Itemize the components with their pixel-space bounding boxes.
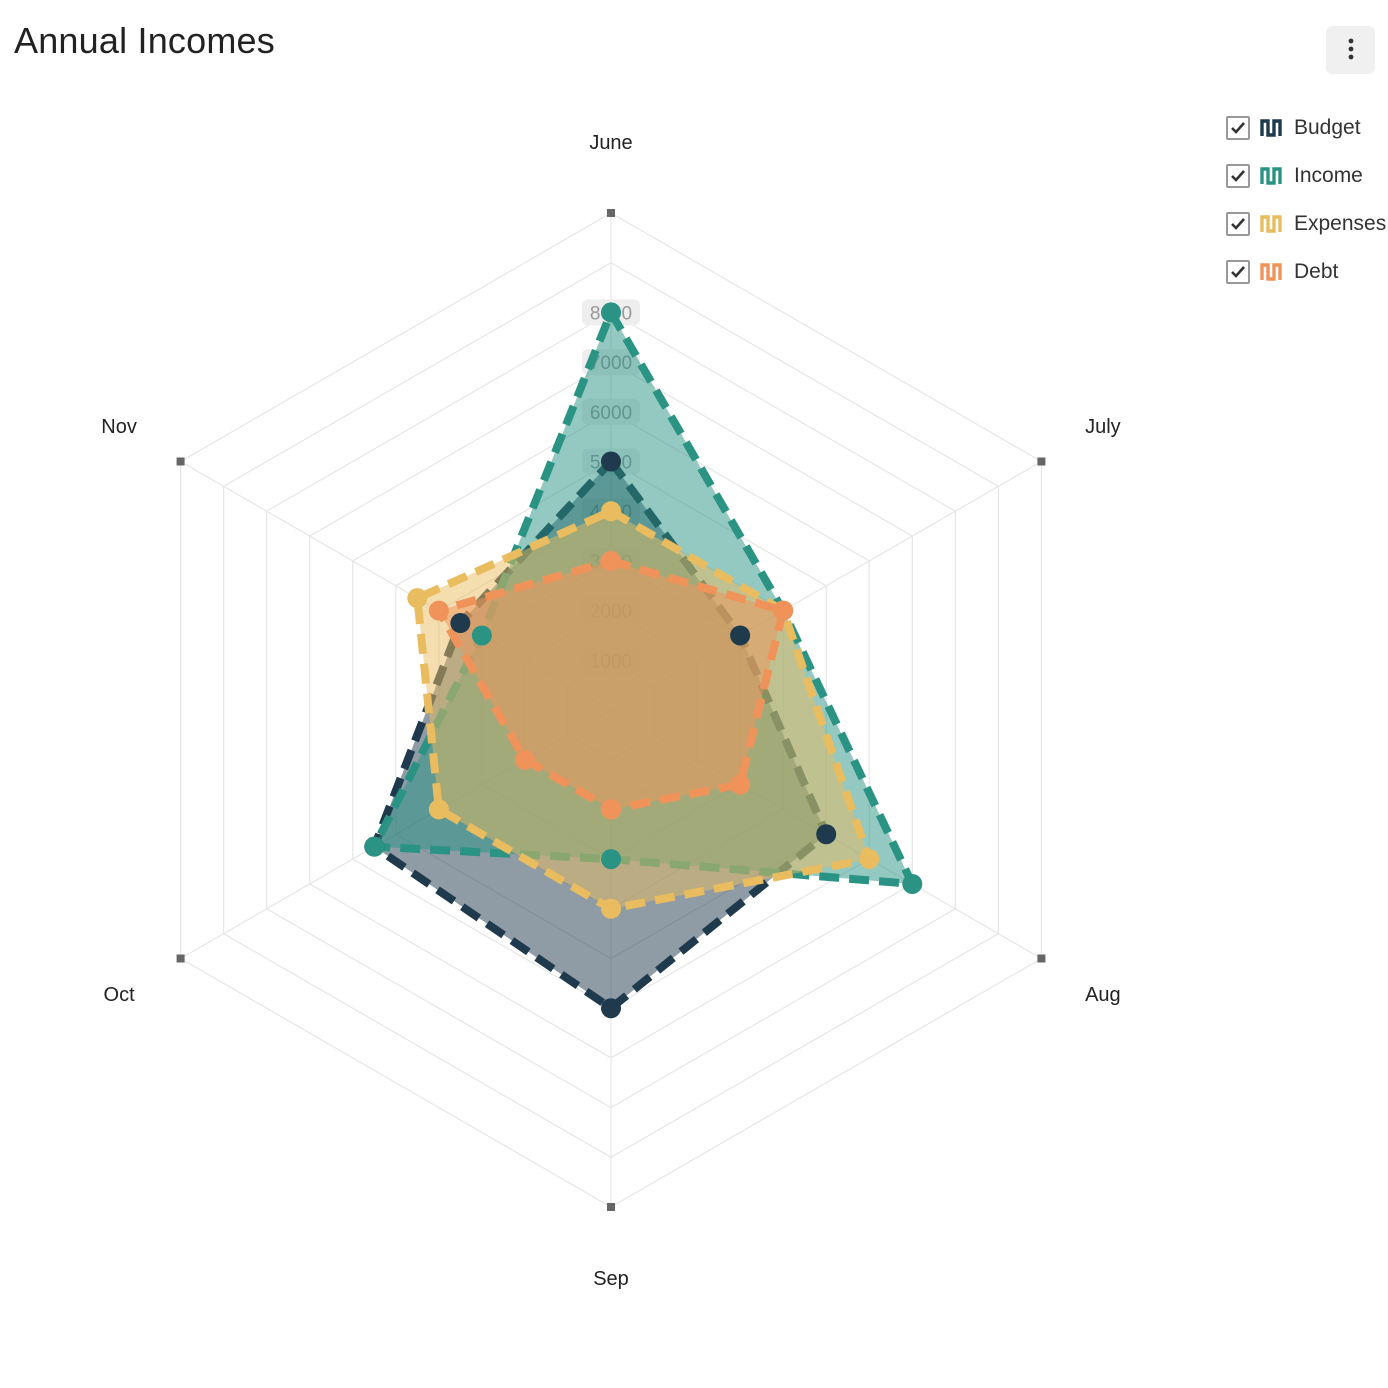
data-point [601,550,621,571]
legend-label: Income [1294,164,1363,187]
legend-checkbox[interactable] [1226,260,1250,284]
data-point [514,749,535,770]
checkmark-icon [1231,266,1245,278]
category-label: June [589,132,632,154]
legend-item-income[interactable]: Income [1226,152,1388,200]
category-labels: June July Aug Sep Oct Nov [101,132,1120,1290]
legend-label: Expenses [1294,212,1387,235]
data-point [471,625,492,646]
data-point [601,898,621,919]
series-points-expenses [407,501,880,919]
data-point [364,836,385,857]
data-point [601,302,621,323]
data-point [902,873,923,894]
axis-end-marker [176,954,185,963]
kebab-menu-icon [1348,38,1354,63]
chart-menu-button[interactable] [1326,26,1375,74]
data-point [601,501,621,522]
data-point [601,849,621,870]
axis-end-marker [176,457,185,466]
legend-item-expenses[interactable]: Expenses [1226,200,1388,248]
checkmark-icon [1231,122,1245,134]
data-point [730,774,751,795]
legend-checkbox[interactable] [1226,212,1250,236]
category-label: Nov [101,416,137,438]
data-point [428,600,449,621]
series-line-icon [1260,261,1282,283]
category-label: Aug [1085,984,1121,1006]
axis-end-marker [1037,954,1046,963]
data-point [730,625,751,646]
chart-legend: Budget Income Expenses Debt [1226,104,1388,296]
category-label: Sep [593,1268,629,1290]
category-label: Oct [104,984,136,1006]
series-line-icon [1260,213,1282,235]
data-point [859,849,880,870]
data-point [601,451,621,472]
legend-checkbox[interactable] [1226,116,1250,140]
data-point [450,613,471,634]
data-point [601,799,621,820]
axis-end-marker [607,1203,615,1211]
data-point [816,824,837,845]
checkmark-icon [1231,170,1245,182]
chart-title: Annual Incomes [14,20,275,61]
legend-item-debt[interactable]: Debt [1226,248,1388,296]
series-line-icon [1260,165,1282,187]
legend-checkbox[interactable] [1226,164,1250,188]
checkmark-icon [1231,218,1245,230]
legend-item-budget[interactable]: Budget [1226,104,1388,152]
data-point [773,600,794,621]
series-points-debt [428,550,794,820]
category-label: July [1085,416,1121,438]
legend-label: Debt [1294,260,1339,283]
axis-end-marker [607,209,615,217]
series-line-icon [1260,117,1282,139]
data-point [428,799,449,820]
legend-label: Budget [1294,116,1361,139]
axis-end-marker [1037,457,1046,466]
data-point [407,588,428,609]
data-point [601,998,621,1019]
